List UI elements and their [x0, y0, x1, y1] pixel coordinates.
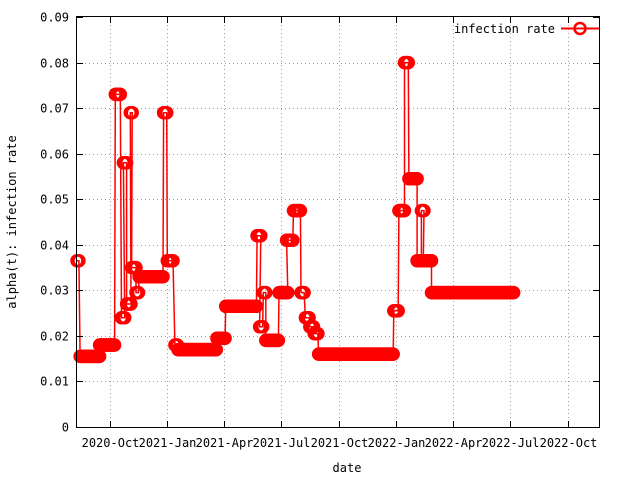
data-point-group: [259, 333, 286, 348]
data-point-group: [307, 326, 325, 341]
y-axis-title: alpha(t): infection rate: [5, 135, 19, 308]
data-point: [311, 326, 325, 341]
data-point: [131, 285, 146, 300]
data-point-group: [424, 285, 521, 300]
x-tick-label: 2022-Jul: [482, 436, 540, 450]
grid-lines: [77, 17, 599, 427]
data-point-group: [114, 310, 132, 325]
data-point-group: [160, 253, 180, 268]
data-point: [391, 304, 405, 318]
x-tick-label: 2021-Oct: [311, 436, 369, 450]
y-tick-label: 0.02: [40, 330, 69, 344]
data-point: [117, 310, 132, 325]
data-point-group: [294, 285, 311, 300]
data-point: [386, 347, 400, 361]
data-point: [255, 320, 270, 334]
y-tick-label: 0.01: [40, 375, 69, 389]
data-point-group: [279, 233, 300, 247]
y-tick-label: 0.04: [40, 239, 69, 253]
data-point-group: [116, 156, 134, 170]
x-tick-label: 2022-Jan: [368, 436, 426, 450]
y-tick-label: 0.09: [40, 11, 69, 25]
data-point: [254, 228, 268, 243]
data-point-group: [108, 87, 128, 102]
legend-label: infection rate: [454, 22, 555, 36]
data-point: [424, 253, 439, 268]
data-point-group: [92, 338, 122, 352]
x-tick-label: 2022-Oct: [540, 436, 598, 450]
data-point-group: [286, 203, 308, 218]
x-tick-labels: 2020-Oct 2021-Jan 2021-Apr 2021-Jul 2021-Oct…: [82, 436, 598, 450]
data-point-group: [129, 285, 146, 300]
data-point: [259, 285, 273, 300]
x-tick-label: 2022-Apr: [425, 436, 483, 450]
data-point: [249, 299, 264, 314]
x-tick-label: 2021-Jul: [253, 436, 311, 450]
data-point-group: [387, 304, 405, 318]
data-point-group: [416, 253, 439, 268]
data-point-group: [311, 347, 400, 361]
data-point: [397, 203, 412, 218]
y-tick-labels: 0 0.01 0.02 0.03 0.04 0.05 0.06 0.07 0.08 0.09: [40, 11, 69, 435]
data-point-group: [402, 171, 424, 186]
y-tick-label: 0.07: [40, 102, 69, 116]
data-point-group: [132, 269, 170, 284]
data-point-group: [392, 203, 412, 218]
data-point: [113, 87, 128, 102]
data-point: [410, 171, 424, 186]
data-point: [271, 333, 286, 348]
markers-layer: [70, 55, 521, 364]
axis-ticks: [77, 17, 599, 428]
y-tick-label: 0: [62, 421, 69, 435]
y-tick-label: 0.03: [40, 284, 69, 298]
data-point: [156, 269, 170, 284]
data-point-group: [124, 260, 143, 275]
data-point: [297, 285, 311, 300]
data-point-group: [414, 203, 431, 218]
data-point-group: [156, 105, 174, 120]
data-point: [125, 105, 139, 120]
x-tick-label: 2021-Apr: [196, 436, 254, 450]
data-point: [417, 203, 431, 218]
data-point: [293, 203, 308, 218]
data-point: [72, 253, 86, 268]
legend: infection rate: [454, 21, 599, 36]
data-point-group: [123, 105, 139, 120]
data-point: [107, 338, 122, 352]
legend-marker: [573, 21, 587, 36]
data-point-group: [171, 342, 224, 357]
x-tick-label: 2020-Oct: [82, 436, 140, 450]
data-point: [218, 331, 232, 345]
data-point: [166, 253, 180, 268]
data-point: [159, 105, 174, 120]
x-tick-label: 2021-Jan: [139, 436, 197, 450]
data-point-group: [256, 285, 273, 300]
y-tick-label: 0.08: [40, 57, 69, 71]
data-point-group: [397, 55, 416, 70]
data-point-group: [73, 349, 107, 364]
data-point: [119, 156, 134, 170]
y-tick-label: 0.05: [40, 193, 69, 207]
data-point-group: [70, 253, 86, 268]
data-point-group: [218, 299, 264, 314]
data-point: [401, 55, 416, 70]
y-tick-label: 0.06: [40, 148, 69, 162]
plot-frame: [76, 16, 600, 428]
data-point: [124, 297, 138, 311]
data-point: [506, 285, 521, 300]
data-point-group: [250, 228, 268, 243]
x-axis-title: date: [333, 461, 362, 475]
data-point-group: [119, 297, 138, 311]
data-point-group: [272, 285, 295, 300]
data-point-group: [252, 320, 270, 334]
data-point: [286, 233, 300, 247]
data-point-group: [210, 331, 232, 345]
data-point: [281, 285, 295, 300]
